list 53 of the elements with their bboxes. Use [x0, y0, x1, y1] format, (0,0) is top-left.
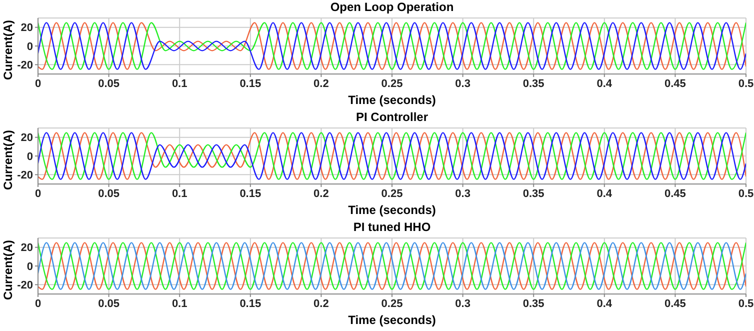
x-tick-label: 0.05 [98, 298, 120, 310]
x-tick-label: 0.1 [172, 188, 188, 200]
x-tick-label: 0.25 [381, 188, 403, 200]
x-tick-label: 0.25 [381, 78, 403, 90]
x-tick-label: 0.45 [664, 298, 686, 310]
x-tick-label: 0.5 [738, 298, 754, 310]
x-tick-label: 0.35 [522, 78, 544, 90]
x-tick-label: 0 [34, 78, 42, 90]
x-tick-label: 0 [34, 188, 42, 200]
x-tick-label: 0 [34, 298, 42, 310]
y-axis-title: Current(A) [1, 20, 15, 80]
x-tick-label: 0.3 [455, 298, 470, 310]
x-tick-label: 0.5 [738, 78, 754, 90]
line-series [38, 132, 746, 180]
y-tick-label: 0 [26, 40, 33, 53]
x-tick-label: 0.35 [522, 298, 544, 310]
x-tick-label: 0.2 [314, 188, 329, 200]
x-tick-label: 0.2 [314, 298, 329, 310]
chart-title: PI Controller [354, 110, 429, 124]
x-tick-label: 0.05 [98, 78, 120, 90]
x-tick-label: 0.15 [240, 298, 262, 310]
chart-title: PI tuned HHO [352, 220, 432, 234]
x-tick-label: 0.1 [172, 78, 188, 90]
y-tick-label: 20 [20, 242, 33, 254]
x-tick-label: 0.2 [314, 78, 329, 90]
x-tick-label: 0.15 [240, 188, 262, 200]
x-tick-label: 0.4 [596, 78, 613, 90]
x-tick-label: 0.35 [522, 188, 544, 200]
x-tick-label: 0.25 [381, 298, 403, 310]
x-tick-label: 0.4 [596, 188, 613, 200]
x-axis-title: Time (seconds) [347, 202, 437, 218]
x-tick-label: 0.3 [455, 188, 470, 200]
x-tick-label: 0.05 [98, 188, 120, 200]
y-tick-label: -20 [17, 60, 33, 72]
x-tick-label: 0.4 [596, 298, 613, 310]
x-tick-label: 0.15 [240, 78, 262, 90]
y-tick-label: -20 [17, 170, 33, 182]
x-tick-label: 0.1 [172, 298, 188, 310]
line-series [38, 22, 746, 70]
x-tick-label: 0.45 [664, 78, 686, 90]
x-axis-title: Time (seconds) [347, 312, 437, 328]
y-axis-title: Current(A) [1, 130, 15, 190]
y-tick-label: 20 [20, 22, 33, 34]
x-tick-label: 0.5 [738, 188, 754, 200]
x-tick-label: 0.3 [455, 78, 470, 90]
y-tick-label: 0 [26, 150, 33, 163]
y-tick-label: 20 [20, 132, 33, 144]
x-tick-label: 0.45 [664, 188, 686, 200]
y-tick-label: 0 [26, 260, 33, 273]
x-axis-title: Time (seconds) [347, 92, 437, 108]
y-axis-title: Current(A) [1, 240, 15, 300]
chart-title: Open Loop Operation [329, 0, 455, 14]
y-tick-label: -20 [17, 280, 33, 292]
